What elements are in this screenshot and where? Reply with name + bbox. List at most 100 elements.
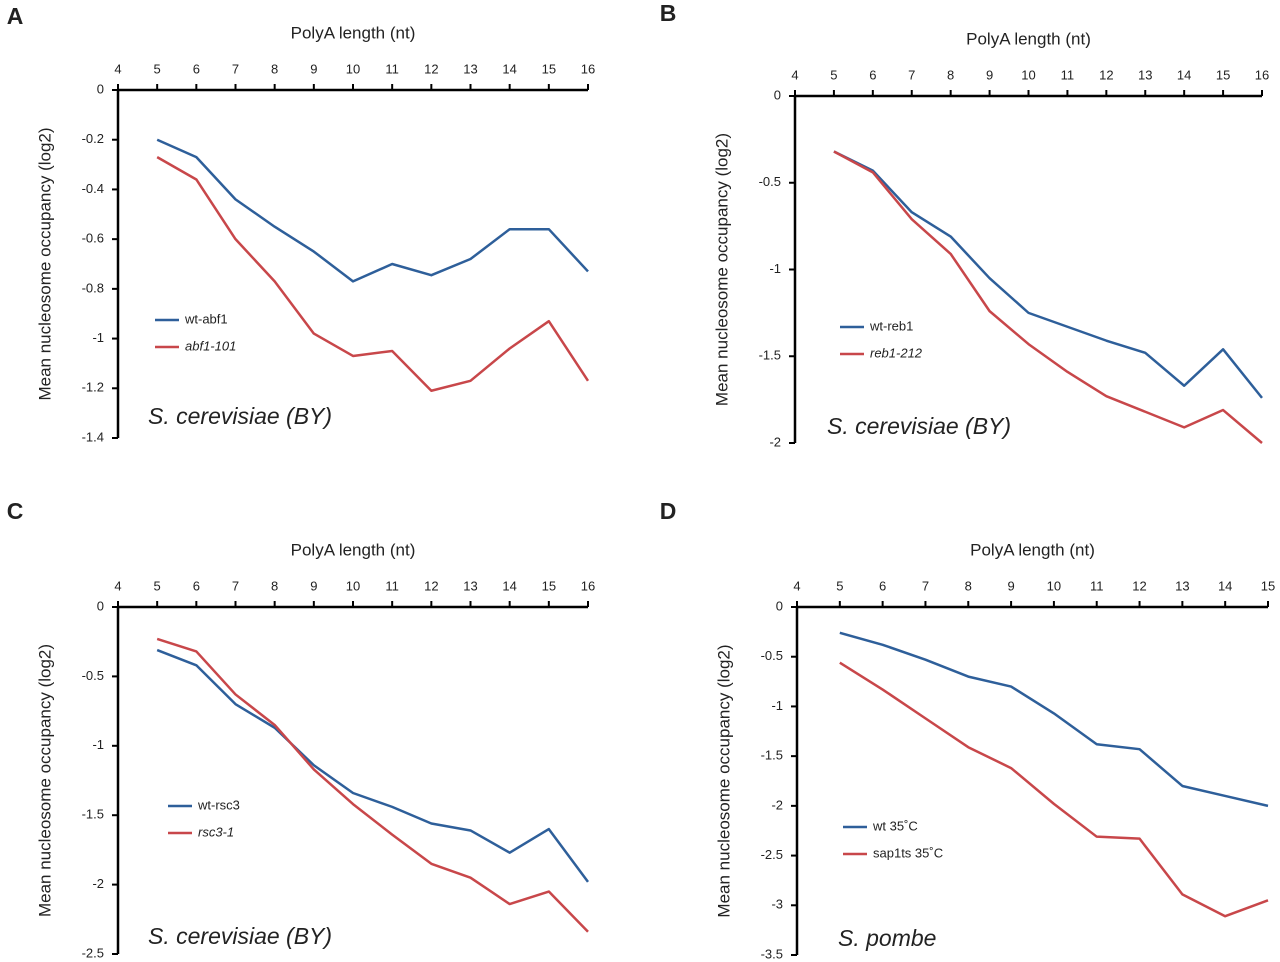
x-tick-label: 10 — [1021, 67, 1035, 82]
x-axis-label: PolyA length (nt) — [291, 540, 416, 559]
y-tick-label: -1.5 — [82, 807, 104, 822]
legend-label: rsc3-1 — [198, 824, 234, 839]
x-tick-label: 16 — [581, 61, 595, 76]
x-tick-label: 12 — [1099, 67, 1113, 82]
x-tick-label: 15 — [1261, 578, 1275, 593]
x-tick-label: 14 — [502, 578, 516, 593]
x-tick-label: 6 — [193, 578, 200, 593]
annotation: S. cerevisiae (BY) — [148, 923, 332, 949]
x-tick-label: 8 — [271, 578, 278, 593]
x-tick-label: 11 — [385, 61, 399, 76]
x-tick-label: 13 — [463, 61, 477, 76]
x-tick-label: 8 — [271, 61, 278, 76]
x-axis-label: PolyA length (nt) — [970, 540, 1095, 559]
x-tick-label: 9 — [310, 61, 317, 76]
annotation: S. pombe — [838, 925, 936, 951]
x-tick-label: 8 — [947, 67, 954, 82]
y-axis-label: Mean nucleosome occupancy (log2) — [35, 644, 54, 917]
x-tick-label: 5 — [154, 578, 161, 593]
y-axis-label: Mean nucleosome occupancy (log2) — [714, 644, 733, 917]
series-line — [833, 150, 1263, 399]
legend-label: sap1ts 35˚C — [873, 845, 943, 860]
x-tick-label: 14 — [502, 61, 516, 76]
x-tick-label: 6 — [879, 578, 886, 593]
panel-label: C — [7, 498, 24, 524]
x-tick-label: 11 — [1090, 578, 1104, 593]
series-line — [156, 156, 590, 393]
y-tick-label: -0.4 — [82, 181, 104, 196]
y-tick-label: -2 — [92, 876, 104, 891]
series-line — [839, 661, 1269, 918]
x-tick-label: 15 — [542, 578, 556, 593]
x-tick-label: 9 — [1007, 578, 1014, 593]
x-tick-label: 4 — [114, 61, 121, 76]
x-tick-label: 16 — [1255, 67, 1269, 82]
legend-label: reb1-212 — [870, 345, 923, 360]
x-tick-label: 7 — [908, 67, 915, 82]
x-tick-label: 14 — [1218, 578, 1232, 593]
x-tick-label: 12 — [424, 578, 438, 593]
x-tick-label: 6 — [869, 67, 876, 82]
y-tick-label: -2.5 — [82, 945, 104, 960]
x-tick-label: 5 — [830, 67, 837, 82]
x-tick-label: 13 — [1138, 67, 1152, 82]
series-line — [156, 648, 590, 883]
y-tick-label: 0 — [97, 598, 104, 613]
panel-label: B — [660, 0, 677, 26]
y-tick-label: -1.5 — [761, 748, 783, 763]
x-tick-label: 10 — [1047, 578, 1061, 593]
series-line — [156, 637, 589, 933]
x-axis-label: PolyA length (nt) — [291, 23, 416, 42]
x-tick-label: 9 — [310, 578, 317, 593]
y-tick-label: 0 — [97, 81, 104, 96]
annotation: S. cerevisiae (BY) — [827, 413, 1011, 439]
annotation: S. cerevisiae (BY) — [148, 403, 332, 429]
y-tick-label: -1.4 — [82, 429, 104, 444]
legend-label: wt-rsc3 — [197, 797, 240, 812]
x-tick-label: 15 — [1216, 67, 1230, 82]
x-tick-label: 6 — [193, 61, 200, 76]
x-tick-label: 5 — [836, 578, 843, 593]
x-tick-label: 7 — [922, 578, 929, 593]
y-tick-label: 0 — [776, 598, 783, 613]
x-tick-label: 13 — [463, 578, 477, 593]
x-tick-label: 7 — [232, 578, 239, 593]
legend-label: wt-reb1 — [869, 318, 913, 333]
legend-label: wt 35˚C — [872, 818, 918, 833]
y-tick-label: -1 — [769, 261, 781, 276]
x-axis-label: PolyA length (nt) — [966, 29, 1091, 48]
y-tick-label: -2 — [771, 797, 783, 812]
x-tick-label: 13 — [1175, 578, 1189, 593]
y-tick-label: 0 — [774, 87, 781, 102]
y-tick-label: -0.6 — [82, 231, 104, 246]
x-tick-label: 9 — [986, 67, 993, 82]
y-tick-label: -1.5 — [759, 348, 781, 363]
panel-label: A — [7, 3, 24, 29]
x-tick-label: 4 — [793, 578, 800, 593]
y-axis-label: Mean nucleosome occupancy (log2) — [712, 133, 731, 406]
x-tick-label: 8 — [965, 578, 972, 593]
x-tick-label: 14 — [1177, 67, 1191, 82]
x-tick-label: 4 — [114, 578, 121, 593]
y-tick-label: -0.5 — [759, 174, 781, 189]
x-tick-label: 16 — [581, 578, 595, 593]
y-tick-label: -0.2 — [82, 131, 104, 146]
y-tick-label: -1 — [92, 737, 104, 752]
y-tick-label: -2.5 — [761, 847, 783, 862]
series-line — [833, 150, 1263, 444]
x-tick-label: 5 — [154, 61, 161, 76]
y-tick-label: -2 — [769, 434, 781, 449]
series-line — [839, 631, 1269, 808]
x-tick-label: 12 — [424, 61, 438, 76]
x-tick-label: 11 — [1061, 67, 1075, 82]
y-tick-label: -0.5 — [761, 648, 783, 663]
x-tick-label: 10 — [346, 578, 360, 593]
y-tick-label: -1 — [771, 698, 783, 713]
y-axis-label: Mean nucleosome occupancy (log2) — [35, 127, 54, 400]
y-tick-label: -0.5 — [82, 668, 104, 683]
x-tick-label: 11 — [385, 578, 399, 593]
y-tick-label: -0.8 — [82, 280, 104, 295]
series-line — [156, 138, 589, 283]
legend-label: abf1-101 — [185, 338, 236, 353]
